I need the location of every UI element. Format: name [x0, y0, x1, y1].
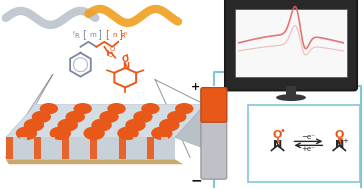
- Text: f: f: [72, 31, 74, 36]
- Ellipse shape: [24, 119, 44, 132]
- Ellipse shape: [206, 98, 211, 101]
- FancyBboxPatch shape: [225, 0, 357, 91]
- Polygon shape: [133, 137, 140, 159]
- Bar: [286, 86, 296, 96]
- Text: n: n: [112, 32, 116, 38]
- Text: m: m: [89, 32, 96, 38]
- Ellipse shape: [58, 119, 78, 132]
- Ellipse shape: [50, 126, 71, 140]
- Polygon shape: [48, 137, 55, 159]
- Text: +: +: [191, 82, 201, 92]
- Text: N: N: [273, 140, 282, 150]
- Ellipse shape: [32, 111, 51, 123]
- Ellipse shape: [91, 119, 112, 132]
- Ellipse shape: [213, 94, 218, 97]
- Polygon shape: [161, 137, 168, 159]
- Text: ]: ]: [98, 29, 101, 39]
- Polygon shape: [20, 137, 27, 159]
- Text: O: O: [335, 130, 344, 140]
- Ellipse shape: [117, 126, 139, 140]
- Polygon shape: [6, 159, 183, 164]
- Text: −: −: [190, 173, 202, 187]
- Text: N: N: [335, 140, 344, 150]
- Text: O: O: [110, 46, 115, 52]
- Ellipse shape: [206, 94, 211, 97]
- Ellipse shape: [74, 103, 92, 114]
- Polygon shape: [6, 137, 175, 159]
- Ellipse shape: [151, 126, 173, 140]
- Ellipse shape: [99, 111, 119, 123]
- Bar: [235, 9, 347, 77]
- Ellipse shape: [276, 94, 306, 101]
- Polygon shape: [104, 137, 111, 159]
- Text: R: R: [74, 33, 79, 39]
- Text: +: +: [342, 138, 348, 144]
- Ellipse shape: [107, 103, 126, 114]
- Text: •: •: [125, 53, 129, 59]
- Polygon shape: [175, 94, 220, 154]
- Polygon shape: [90, 137, 98, 159]
- Text: +e⁻: +e⁻: [301, 146, 315, 152]
- Ellipse shape: [159, 119, 179, 132]
- Polygon shape: [34, 137, 41, 159]
- Ellipse shape: [213, 98, 218, 101]
- Polygon shape: [76, 137, 83, 159]
- Polygon shape: [6, 137, 13, 159]
- Text: n: n: [124, 31, 127, 36]
- Polygon shape: [62, 137, 69, 159]
- Ellipse shape: [16, 126, 37, 140]
- Polygon shape: [175, 94, 220, 154]
- Text: [: [: [83, 29, 86, 39]
- Polygon shape: [119, 137, 126, 159]
- FancyBboxPatch shape: [201, 88, 227, 122]
- Ellipse shape: [66, 111, 85, 123]
- Polygon shape: [147, 137, 154, 159]
- FancyBboxPatch shape: [201, 88, 227, 179]
- Text: O: O: [122, 55, 129, 64]
- Ellipse shape: [125, 119, 146, 132]
- Ellipse shape: [133, 111, 153, 123]
- Ellipse shape: [40, 103, 58, 114]
- Ellipse shape: [141, 103, 159, 114]
- Text: O: O: [273, 130, 282, 140]
- Text: [: [: [106, 29, 109, 39]
- Ellipse shape: [175, 103, 193, 114]
- Text: O: O: [108, 52, 113, 58]
- Text: N: N: [122, 62, 129, 71]
- Polygon shape: [6, 105, 205, 137]
- Text: •: •: [280, 126, 285, 136]
- Ellipse shape: [83, 126, 105, 140]
- Text: R: R: [120, 33, 124, 39]
- Bar: [248, 105, 360, 182]
- Ellipse shape: [167, 111, 186, 123]
- Text: −e⁻: −e⁻: [301, 134, 315, 140]
- Text: ]: ]: [118, 29, 122, 39]
